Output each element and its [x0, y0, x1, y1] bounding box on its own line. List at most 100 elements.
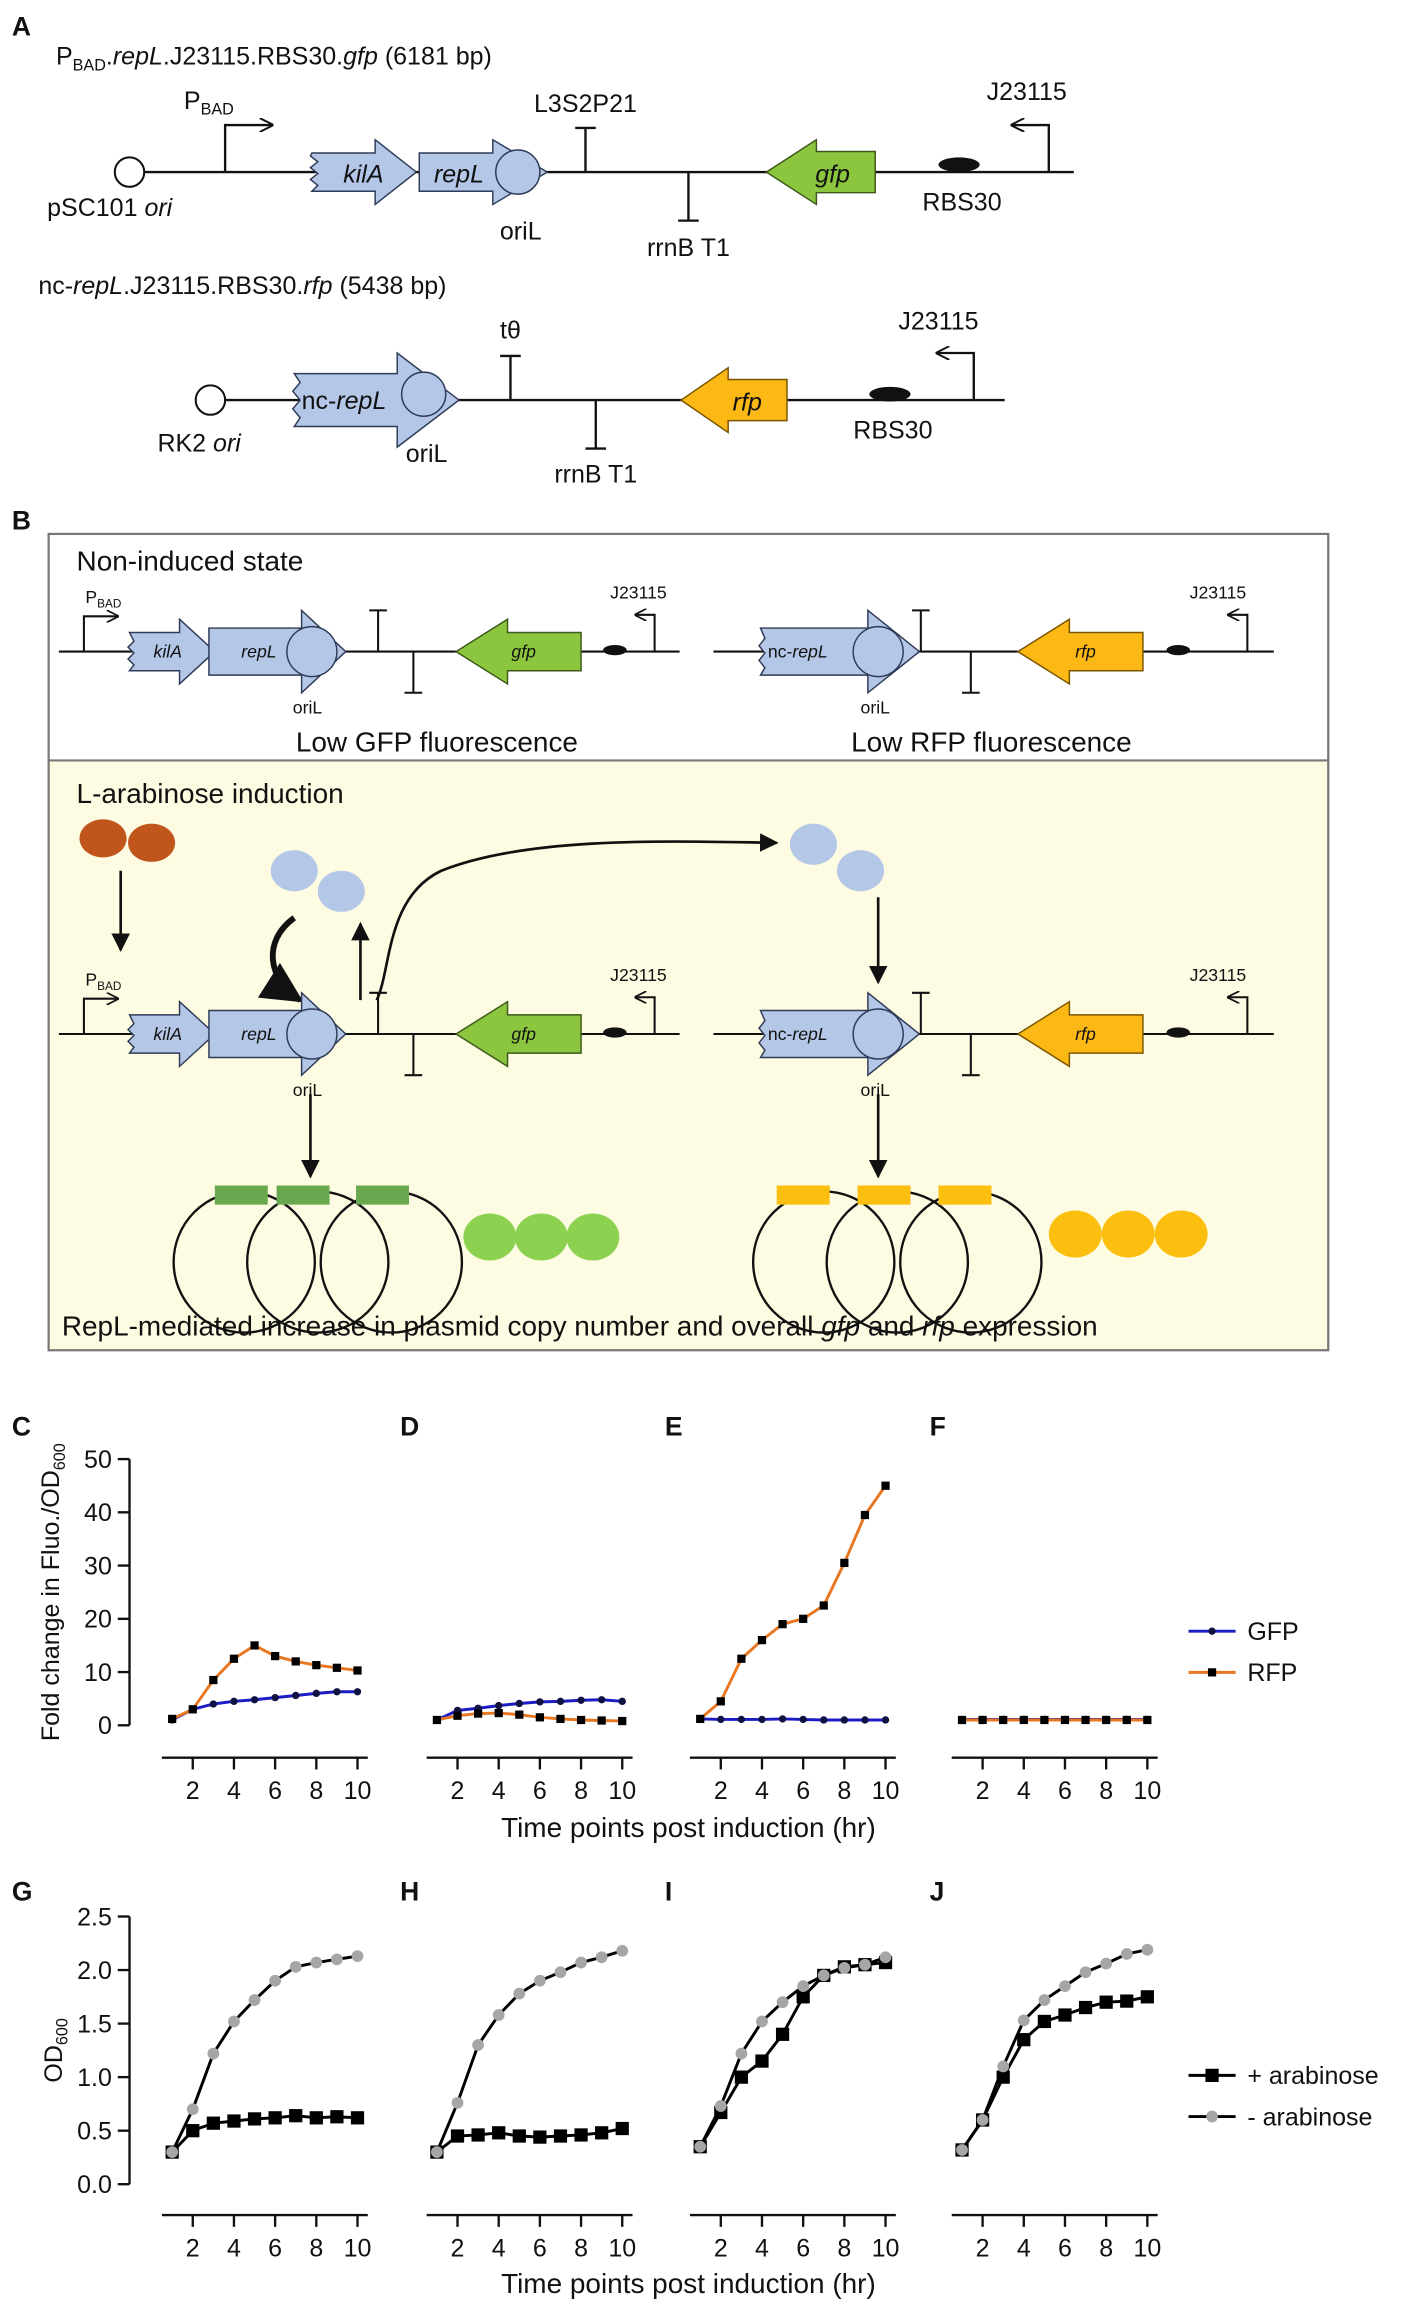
point [1140, 1990, 1154, 2004]
x-tick-label: 6 [1058, 1777, 1072, 1805]
point [758, 1715, 766, 1724]
point [209, 1700, 218, 1708]
point [1019, 1715, 1028, 1725]
point [716, 1697, 725, 1706]
promoter-label: J23115 [1190, 583, 1247, 603]
text-part: repL [792, 1024, 827, 1044]
gene-label: kilA [154, 641, 182, 661]
point [615, 2121, 629, 2136]
point [289, 2109, 303, 2123]
point [597, 1716, 606, 1725]
y-tick-label: 20 [84, 1606, 112, 1634]
panel-label: J [930, 1876, 945, 1906]
point [310, 1956, 323, 1969]
rbs [1166, 644, 1190, 656]
point [351, 1950, 364, 1963]
gene-label: repL [434, 160, 484, 188]
rbs [603, 1027, 627, 1038]
point [515, 1710, 524, 1719]
point [453, 1711, 462, 1720]
x-tick-label: 8 [1099, 2234, 1113, 2262]
x-tick-label: 8 [574, 1777, 588, 1805]
gene [454, 1000, 582, 1068]
rbs [1166, 1027, 1190, 1038]
panel-label: E [665, 1412, 683, 1442]
point [776, 1996, 789, 2009]
terminator [962, 651, 980, 694]
terminator [369, 609, 387, 652]
terminator [912, 609, 930, 652]
point [1059, 1980, 1071, 1993]
point [471, 2128, 485, 2142]
rbs-label: RBS30 [922, 188, 1001, 216]
ori-l-label: oriL [861, 697, 891, 717]
gene-label: gfp [511, 641, 536, 661]
x-tick-label: 4 [227, 2234, 241, 2262]
y-tick-label: 30 [84, 1552, 112, 1580]
gene-label: repL [241, 1024, 276, 1044]
point [206, 2116, 220, 2130]
point [756, 2015, 768, 2028]
gene-label: gfp [815, 160, 850, 188]
point [309, 2111, 323, 2125]
x-tick-label: 4 [227, 1777, 241, 1805]
point [778, 1620, 787, 1629]
promoter-label: J23115 [898, 307, 978, 335]
point [492, 2126, 506, 2140]
point [186, 2124, 200, 2138]
x-tick-label: 8 [309, 2234, 323, 2262]
series-line [700, 1717, 886, 1722]
point [799, 1614, 808, 1623]
gene-label: gfp [511, 1024, 536, 1044]
gene-label: rfp [1075, 1024, 1096, 1044]
point [188, 1705, 197, 1714]
legend-label: GFP [1247, 1618, 1298, 1646]
point [350, 2111, 365, 2125]
small-construct [58, 993, 680, 1077]
gene [127, 999, 216, 1069]
point [696, 1714, 705, 1724]
point [268, 2111, 282, 2125]
point [1081, 1715, 1090, 1725]
point [879, 1951, 892, 1964]
x-tick-label: 6 [533, 1777, 547, 1805]
point [1099, 1995, 1113, 2009]
panel-label: A [12, 11, 31, 41]
point [595, 1951, 608, 1964]
point [494, 1708, 503, 1718]
promoter [635, 997, 656, 1035]
point [1038, 1994, 1051, 2006]
point [269, 1974, 282, 1987]
x-tick-label: 6 [268, 1777, 282, 1805]
x-tick-label: 4 [1017, 2234, 1031, 2262]
point [168, 1714, 177, 1724]
ori-label: RK2 ori [157, 430, 242, 458]
point [472, 2039, 484, 2051]
x-tick-label: 10 [872, 1777, 900, 1805]
series-line [171, 1643, 358, 1721]
series-line [436, 2127, 623, 2154]
state-heading: L-arabinose induction [77, 778, 344, 809]
x-tick-label: 2 [451, 1777, 465, 1805]
gene [127, 617, 216, 686]
point [533, 2130, 547, 2144]
ori-l-label: oriL [861, 1080, 891, 1100]
y-tick-label: 0 [98, 1712, 112, 1740]
point [1120, 1994, 1134, 2008]
y-tick-label: 50 [84, 1446, 112, 1474]
point [978, 1715, 987, 1725]
point [495, 1701, 503, 1710]
point [618, 1716, 627, 1726]
point [595, 2126, 609, 2140]
point [209, 1675, 218, 1685]
point [881, 1481, 890, 1490]
terminator-label: tθ [500, 316, 521, 344]
point [556, 1697, 565, 1706]
y-axis-title: OD600 [40, 2018, 72, 2082]
point [734, 2070, 749, 2084]
text-part: BAD [97, 597, 121, 610]
point [292, 1691, 300, 1700]
point [694, 2140, 707, 2153]
y-tick-label: 0.0 [77, 2171, 112, 2199]
point [1143, 1715, 1152, 1725]
